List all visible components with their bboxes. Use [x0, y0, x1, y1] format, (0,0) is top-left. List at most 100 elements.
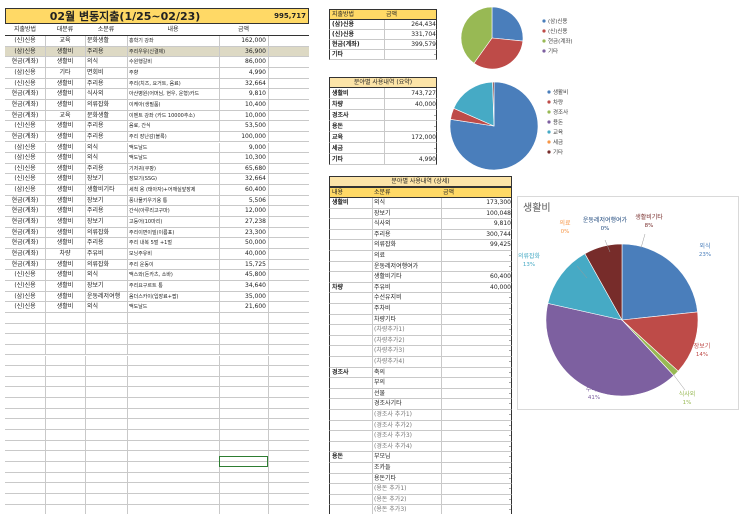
table-cell[interactable]: 용돈: [332, 453, 344, 461]
table-row[interactable]: 기타 4,990: [329, 154, 437, 165]
sheet-cell[interactable]: 주리요구르트 통: [129, 282, 163, 289]
sheet-cell[interactable]: (삼)신용: [14, 143, 36, 151]
sheet-cell[interactable]: 주리용: [87, 207, 104, 215]
table-cell[interactable]: (차량추가2): [374, 336, 405, 344]
sheet-cell[interactable]: 맥도날드: [129, 155, 148, 162]
sheet-row[interactable]: (신)신용 생활비 외식 맥스와(돈카츠, 소바) 45,800: [5, 270, 309, 281]
sheet-cell[interactable]: 주리용: [87, 239, 104, 247]
sheet-cell[interactable]: 생활비: [56, 143, 74, 151]
table-cell[interactable]: (용돈 추가1): [374, 485, 407, 493]
sheet-cell[interactable]: 간식(아루리고구마): [129, 208, 170, 215]
sheet-row[interactable]: (신)신용 생활비 외식 맥도날드 21,600: [5, 302, 309, 313]
table-cell[interactable]: [330, 272, 372, 283]
table-row[interactable]: 차량 주유비 40,000: [329, 282, 512, 294]
sheet-cell[interactable]: 23,300: [245, 228, 266, 236]
sheet-row[interactable]: (신)신용 교육 문화생활 홍학기 강좌 162,000: [5, 36, 309, 47]
table-row[interactable]: 경조사 -: [329, 110, 437, 121]
table-cell[interactable]: -: [508, 347, 511, 355]
sheet-cell[interactable]: 의류잡화: [87, 100, 110, 108]
sheet-cell[interactable]: 생활비: [56, 122, 74, 130]
table-cell[interactable]: [330, 484, 372, 495]
table-row[interactable]: 수선유지비 -: [329, 293, 512, 304]
table-cell[interactable]: -: [508, 453, 511, 461]
table-cell[interactable]: 운동레저여행여가: [374, 262, 419, 270]
table-cell[interactable]: [330, 463, 372, 474]
pie-slice[interactable]: [547, 253, 623, 321]
table-cell[interactable]: -: [508, 474, 511, 482]
sheet-cell[interactable]: 생활비: [56, 164, 74, 172]
table-cell[interactable]: 차량: [332, 283, 344, 291]
sheet-cell[interactable]: 생활비: [56, 79, 74, 87]
table-cell[interactable]: 300,744: [486, 230, 511, 238]
table-cell[interactable]: [330, 421, 372, 432]
sheet-cell[interactable]: (삼)신용: [14, 292, 36, 300]
table-cell[interactable]: 축의: [374, 368, 386, 376]
sheet-cell[interactable]: 생활비: [56, 186, 74, 194]
table-cell[interactable]: -: [508, 400, 511, 408]
table-row[interactable]: (용돈 추가3) -: [329, 505, 512, 514]
sheet-cell[interactable]: 53,500: [245, 122, 266, 130]
table-cell[interactable]: 경조사기타: [374, 400, 402, 408]
sheet-cell[interactable]: 주리용: [87, 47, 104, 55]
sheet-cell[interactable]: 교육: [59, 37, 71, 44]
table-row[interactable]: (삼)신용 264,434: [329, 20, 437, 30]
table-cell[interactable]: [330, 251, 372, 262]
sheet-cell[interactable]: 생활비: [56, 260, 74, 268]
sheet-cell[interactable]: 35,000: [245, 292, 266, 300]
sheet-row[interactable]: [5, 355, 309, 367]
sheet-cell[interactable]: 9,000: [248, 143, 266, 151]
table-cell[interactable]: -: [508, 464, 511, 471]
table-row[interactable]: 조카들 -: [329, 463, 512, 474]
sheet-row[interactable]: (삼)신용 생활비 생활비기타 세척 용 (태아자)+어깨실앞장제 60,400: [5, 185, 309, 196]
table-cell[interactable]: 4,990: [418, 156, 436, 163]
sheet-cell[interactable]: (삼)신용: [14, 186, 36, 194]
sheet-cell[interactable]: 주리용: [87, 79, 104, 87]
sheet-cell[interactable]: 50,000: [245, 239, 266, 247]
sheet-row[interactable]: 현금(계좌) 생활비 주리용 간식(아루리고구마) 12,000: [5, 206, 309, 218]
table-row[interactable]: (경조사 추가4) -: [329, 441, 512, 453]
table-cell[interactable]: [330, 442, 372, 453]
table-cell[interactable]: (차량추가4): [374, 358, 405, 365]
table-row[interactable]: 경조사 축의 -: [329, 367, 512, 379]
table-cell[interactable]: 기타: [332, 51, 344, 58]
sheet-row[interactable]: 현금(계좌) 생활비 장보기 풍나물키우기용 통 5,506: [5, 195, 309, 207]
table-row[interactable]: (경조사 추가1) -: [329, 410, 512, 421]
sheet-cell[interactable]: 27,238: [245, 218, 266, 226]
sheet-cell[interactable]: 의류잡화: [87, 228, 110, 236]
table-cell[interactable]: -: [508, 336, 511, 344]
sheet-cell[interactable]: 주리우유(신결제): [129, 48, 166, 55]
pie-slice[interactable]: [491, 6, 524, 42]
table-cell[interactable]: -: [508, 379, 511, 387]
sheet-row[interactable]: [5, 472, 309, 484]
sheet-cell[interactable]: 60,400: [245, 186, 266, 194]
sheet-cell[interactable]: 차량: [59, 250, 71, 257]
sheet-cell[interactable]: 생활비: [56, 271, 74, 279]
table-row[interactable]: (경조사 추가2) -: [329, 420, 512, 432]
sheet-cell[interactable]: 장보기(SSG): [129, 176, 157, 183]
table-cell[interactable]: (차량추가1): [374, 326, 405, 334]
table-row[interactable]: 경조사기타 -: [329, 399, 512, 410]
table-cell[interactable]: -: [508, 368, 511, 376]
sheet-cell[interactable]: 생활비: [56, 58, 74, 66]
sheet-row[interactable]: (삼)신용 기타 면회비 주향 4,990: [5, 67, 309, 79]
sheet-cell[interactable]: 생활비: [56, 90, 74, 98]
table-cell[interactable]: (차량추가3): [374, 347, 405, 355]
table-cell[interactable]: [330, 325, 372, 336]
sheet-cell[interactable]: 외식: [87, 143, 99, 151]
table-cell[interactable]: 743,727: [411, 90, 436, 97]
table-row[interactable]: 차량 40,000: [329, 99, 437, 110]
sheet-cell[interactable]: 12,000: [245, 207, 266, 215]
sheet-cell[interactable]: 현금(계좌): [11, 58, 39, 66]
sheet-row[interactable]: 현금(계좌) 생활비 의류잡화 주리 운동이 15,725: [5, 259, 309, 271]
sheet-cell[interactable]: 현금(계좌): [11, 260, 39, 268]
table-cell[interactable]: [330, 495, 372, 506]
sheet-row[interactable]: (신)신용 생활비 장보기 장보기(SSG) 32,664: [5, 174, 309, 186]
table-cell[interactable]: -: [508, 411, 511, 418]
sheet-row[interactable]: (신)신용 생활비 주리용 음료, 간식 53,500: [5, 121, 309, 132]
sheet-cell[interactable]: 현금(계좌): [11, 111, 39, 119]
sheet-cell[interactable]: 장보기: [87, 196, 104, 204]
table-row[interactable]: (차량추가3) -: [329, 346, 512, 357]
table-cell[interactable]: 의류잡화: [374, 241, 397, 249]
table-cell[interactable]: 172,000: [411, 134, 436, 141]
